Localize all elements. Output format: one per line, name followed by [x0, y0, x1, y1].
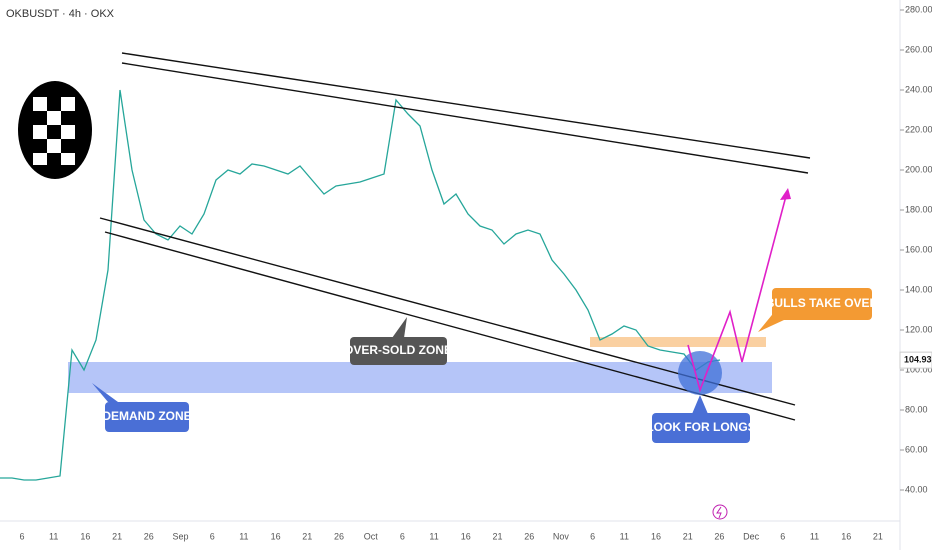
- y-tick-label: 60.00: [905, 444, 928, 454]
- x-tick-label: 6: [780, 531, 785, 541]
- longs-callout: LOOK FOR LONGS: [646, 395, 756, 443]
- x-tick-label: 26: [144, 531, 154, 541]
- x-tick-label: 21: [873, 531, 883, 541]
- y-tick-label: 200.00: [905, 164, 932, 174]
- annotation: OVER-SOLD ZONE: [344, 343, 452, 357]
- x-tick-label: 16: [651, 531, 661, 541]
- x-tick-label: 11: [620, 531, 629, 541]
- x-tick-label: 21: [683, 531, 693, 541]
- x-tick-label: Sep: [172, 531, 188, 541]
- x-tick-label: 21: [492, 531, 502, 541]
- projection-path: [687, 195, 787, 393]
- x-tick-label: Nov: [553, 531, 570, 541]
- y-tick-label: 260.00: [905, 44, 932, 54]
- y-tick-label: 140.00: [905, 284, 932, 294]
- y-tick-label: 240.00: [905, 84, 932, 94]
- annotation: LOOK FOR LONGS: [646, 420, 755, 434]
- y-tick-label: 220.00: [905, 124, 932, 134]
- y-tick-label: 100.00: [905, 364, 932, 374]
- projection-arrowhead: [780, 188, 791, 200]
- x-tick-label: 11: [49, 531, 58, 541]
- event-icon: [712, 504, 728, 520]
- bulls-callout: BULLS TAKE OVER: [758, 288, 879, 332]
- x-tick-label: Dec: [743, 531, 760, 541]
- y-tick-label: 280.00: [905, 4, 932, 14]
- x-tick-label: 21: [302, 531, 312, 541]
- oversold-callout: OVER-SOLD ZONE: [344, 317, 452, 365]
- x-tick-label: 11: [239, 531, 248, 541]
- x-tick-label: Oct: [364, 531, 379, 541]
- x-tick-label: 6: [590, 531, 595, 541]
- x-tick-label: 11: [429, 531, 438, 541]
- logo: [18, 81, 92, 179]
- annotation: DEMAND ZONE: [102, 409, 191, 423]
- y-tick-label: 120.00: [905, 324, 932, 334]
- y-tick-label: 160.00: [905, 244, 932, 254]
- x-tick-label: 21: [112, 531, 122, 541]
- x-tick-label: 16: [271, 531, 281, 541]
- last-price-box: [899, 351, 932, 369]
- x-tick-label: 6: [210, 531, 215, 541]
- chart-title: OKBUSDT · 4h · OKX: [6, 8, 115, 20]
- demand-callout: DEMAND ZONE: [92, 383, 192, 432]
- price-line: [0, 89, 721, 481]
- x-tick-label: 16: [841, 531, 851, 541]
- x-tick-label: 26: [714, 531, 724, 541]
- x-tick-label: 26: [524, 531, 534, 541]
- y-tick-label: 180.00: [905, 204, 932, 214]
- x-tick-label: 11: [810, 531, 819, 541]
- resistance-zone: [590, 337, 766, 347]
- last-price-label: 104.93: [904, 355, 932, 365]
- event-icon-bolt: [716, 506, 722, 519]
- x-tick-label: 6: [19, 531, 24, 541]
- y-tick-label: 40.00: [905, 484, 928, 494]
- x-tick-label: 16: [80, 531, 90, 541]
- x-tick-label: 6: [400, 531, 405, 541]
- annotation: BULLS TAKE OVER: [766, 296, 879, 310]
- demand-zone: [68, 362, 772, 393]
- x-tick-label: 26: [334, 531, 344, 541]
- y-tick-label: 80.00: [905, 404, 928, 414]
- x-tick-label: 16: [461, 531, 471, 541]
